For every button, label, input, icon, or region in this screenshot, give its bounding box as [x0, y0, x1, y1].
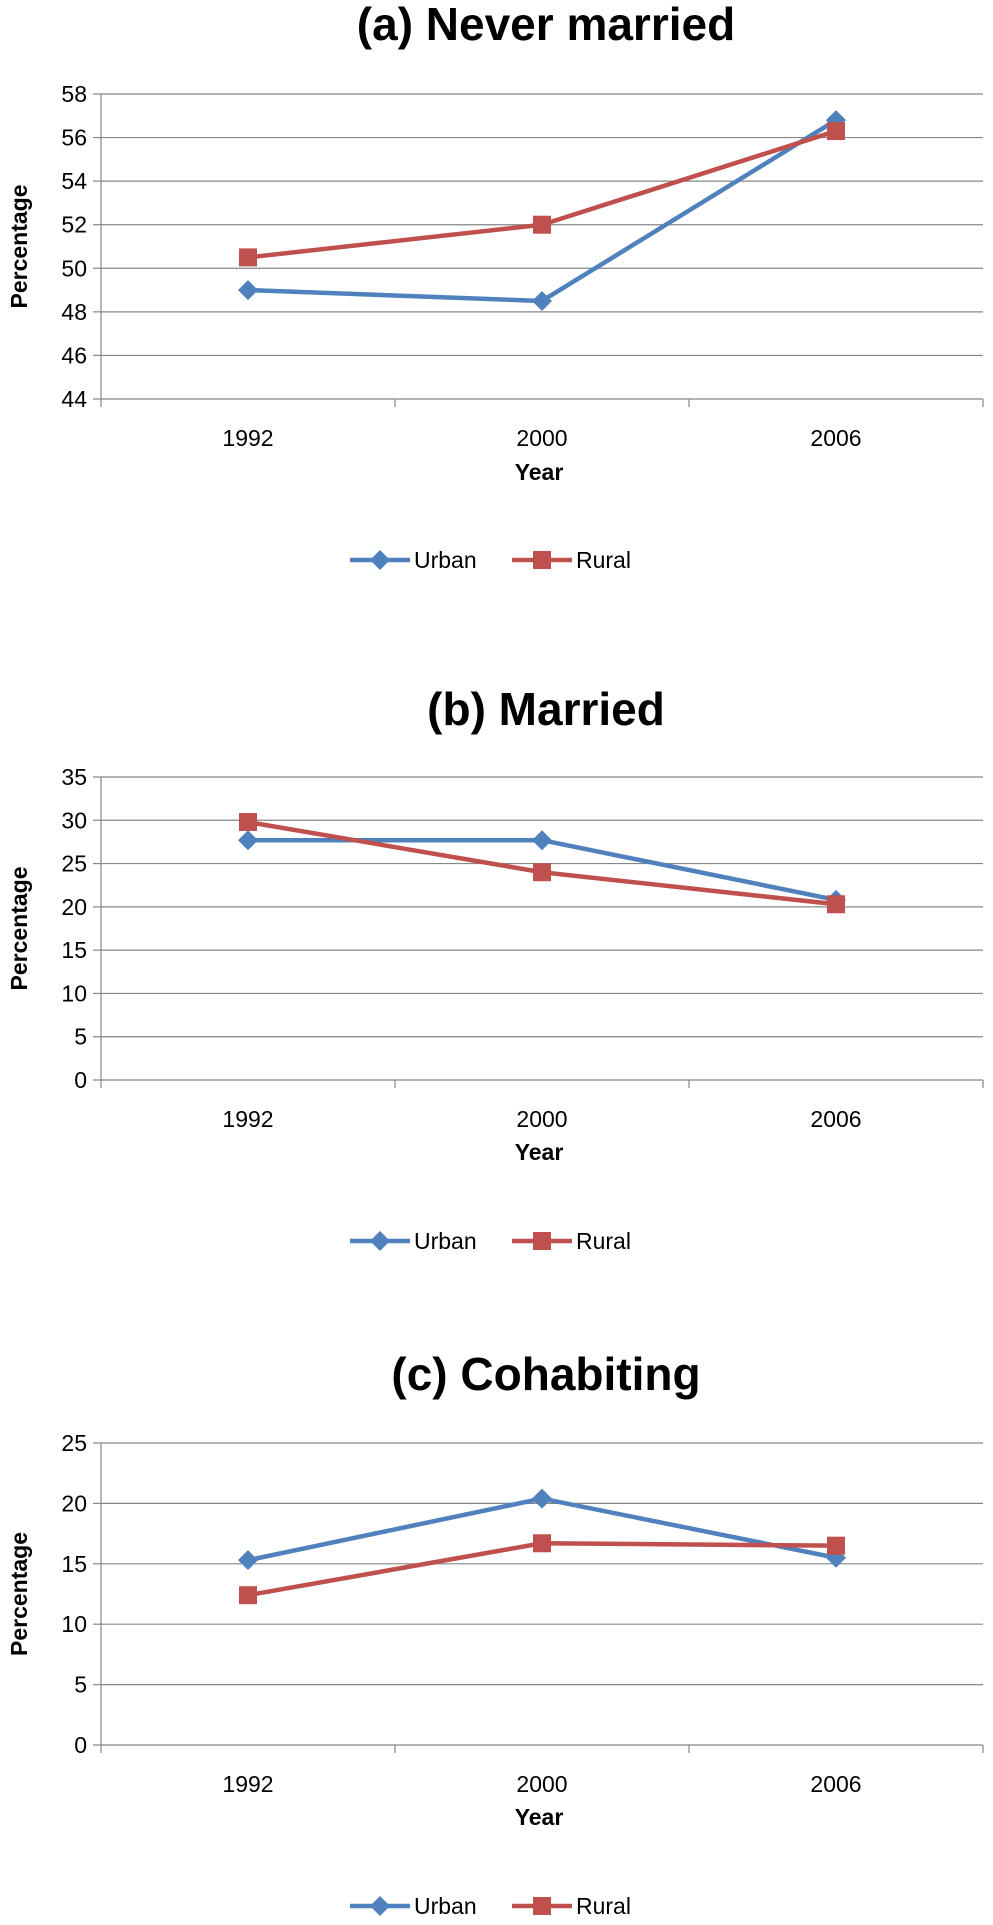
- chart-panel-2: (b) Married 0 5 10 15 20 25 30 35 1992 2000 2006 Yea…: [6, 683, 984, 1254]
- legend: Urban Rural: [350, 547, 631, 573]
- y-tick-label: 48: [61, 299, 87, 325]
- series-line-urban: [247, 118, 838, 304]
- legend-marker-rural: [533, 551, 551, 569]
- y-tick-label: 56: [61, 125, 87, 151]
- data-point-urban: [238, 280, 258, 301]
- x-axis-title: Year: [515, 1139, 564, 1165]
- legend-marker-urban: [370, 1896, 390, 1916]
- legend-label-rural: Rural: [576, 1893, 631, 1919]
- x-tick-label: 1992: [222, 1771, 273, 1797]
- y-tick-label: 52: [61, 212, 87, 238]
- chart-panel-1: (a) Never married 44 46 48 50 52 54 56 58 1992 200…: [6, 0, 984, 573]
- y-tick-label: 30: [61, 807, 87, 833]
- legend-marker-urban: [370, 1231, 390, 1251]
- chart-title: (c) Cohabiting: [391, 1348, 700, 1400]
- data-point-urban: [238, 1550, 258, 1571]
- legend-marker-rural: [533, 1897, 551, 1915]
- y-tick-label: 5: [74, 1024, 87, 1050]
- y-tick-label: 5: [74, 1672, 87, 1698]
- chart-panel-3: (c) Cohabiting 0 5 10 15 20 25 1992 2000 2006 Year…: [6, 1348, 984, 1919]
- y-tick-label: 25: [61, 1430, 87, 1456]
- x-tick-label: 2006: [810, 1106, 861, 1132]
- y-tick-label: 25: [61, 851, 87, 877]
- y-axis-title: Percentage: [6, 184, 32, 308]
- y-tick-label: 15: [61, 937, 87, 963]
- y-tick-label: 0: [74, 1067, 87, 1093]
- data-point-rural: [827, 122, 845, 141]
- legend-label-urban: Urban: [414, 547, 477, 573]
- data-point-urban: [532, 290, 552, 311]
- x-tick-label: 2006: [810, 1771, 861, 1797]
- x-tick-label: 2006: [810, 425, 861, 451]
- data-point-rural: [827, 1536, 845, 1555]
- data-point-rural: [827, 895, 845, 914]
- chart-title: (a) Never married: [357, 0, 735, 50]
- legend-marker-rural: [533, 1232, 551, 1250]
- data-point-rural: [239, 813, 257, 832]
- y-tick-label: 58: [61, 81, 87, 107]
- x-tick-label: 2000: [516, 425, 567, 451]
- series-line-rural: [247, 128, 837, 260]
- y-tick-label: 35: [61, 764, 87, 790]
- data-point-rural: [239, 1586, 257, 1605]
- legend-label-rural: Rural: [576, 1228, 631, 1254]
- data-point-rural: [533, 1534, 551, 1553]
- data-point-urban: [238, 830, 258, 851]
- y-tick-label: 20: [61, 894, 87, 920]
- y-tick-label: 10: [61, 980, 87, 1006]
- legend: Urban Rural: [350, 1228, 631, 1254]
- x-tick-label: 2000: [516, 1106, 567, 1132]
- legend-label-urban: Urban: [414, 1228, 477, 1254]
- data-point-urban: [532, 1488, 552, 1509]
- y-tick-label: 20: [61, 1490, 87, 1516]
- x-tick-label: 1992: [222, 425, 273, 451]
- y-axis-title: Percentage: [6, 866, 32, 990]
- y-tick-label: 54: [61, 168, 87, 194]
- y-tick-label: 15: [61, 1551, 87, 1577]
- legend-label-rural: Rural: [576, 547, 631, 573]
- y-tick-label: 44: [61, 386, 87, 412]
- data-point-urban: [532, 830, 552, 851]
- x-tick-label: 2000: [516, 1771, 567, 1797]
- chart-title: (b) Married: [427, 683, 665, 735]
- y-tick-label: 10: [61, 1611, 87, 1637]
- y-axis-title: Percentage: [6, 1532, 32, 1656]
- legend-label-urban: Urban: [414, 1893, 477, 1919]
- y-tick-label: 0: [74, 1732, 87, 1758]
- data-point-rural: [533, 863, 551, 882]
- data-point-rural: [533, 215, 551, 234]
- y-tick-label: 46: [61, 342, 87, 368]
- data-point-rural: [239, 248, 257, 267]
- x-axis-title: Year: [515, 459, 564, 485]
- legend-marker-urban: [370, 550, 390, 570]
- x-axis-title: Year: [515, 1804, 564, 1830]
- y-tick-label: 50: [61, 255, 87, 281]
- x-tick-label: 1992: [222, 1106, 273, 1132]
- legend: Urban Rural: [350, 1893, 631, 1919]
